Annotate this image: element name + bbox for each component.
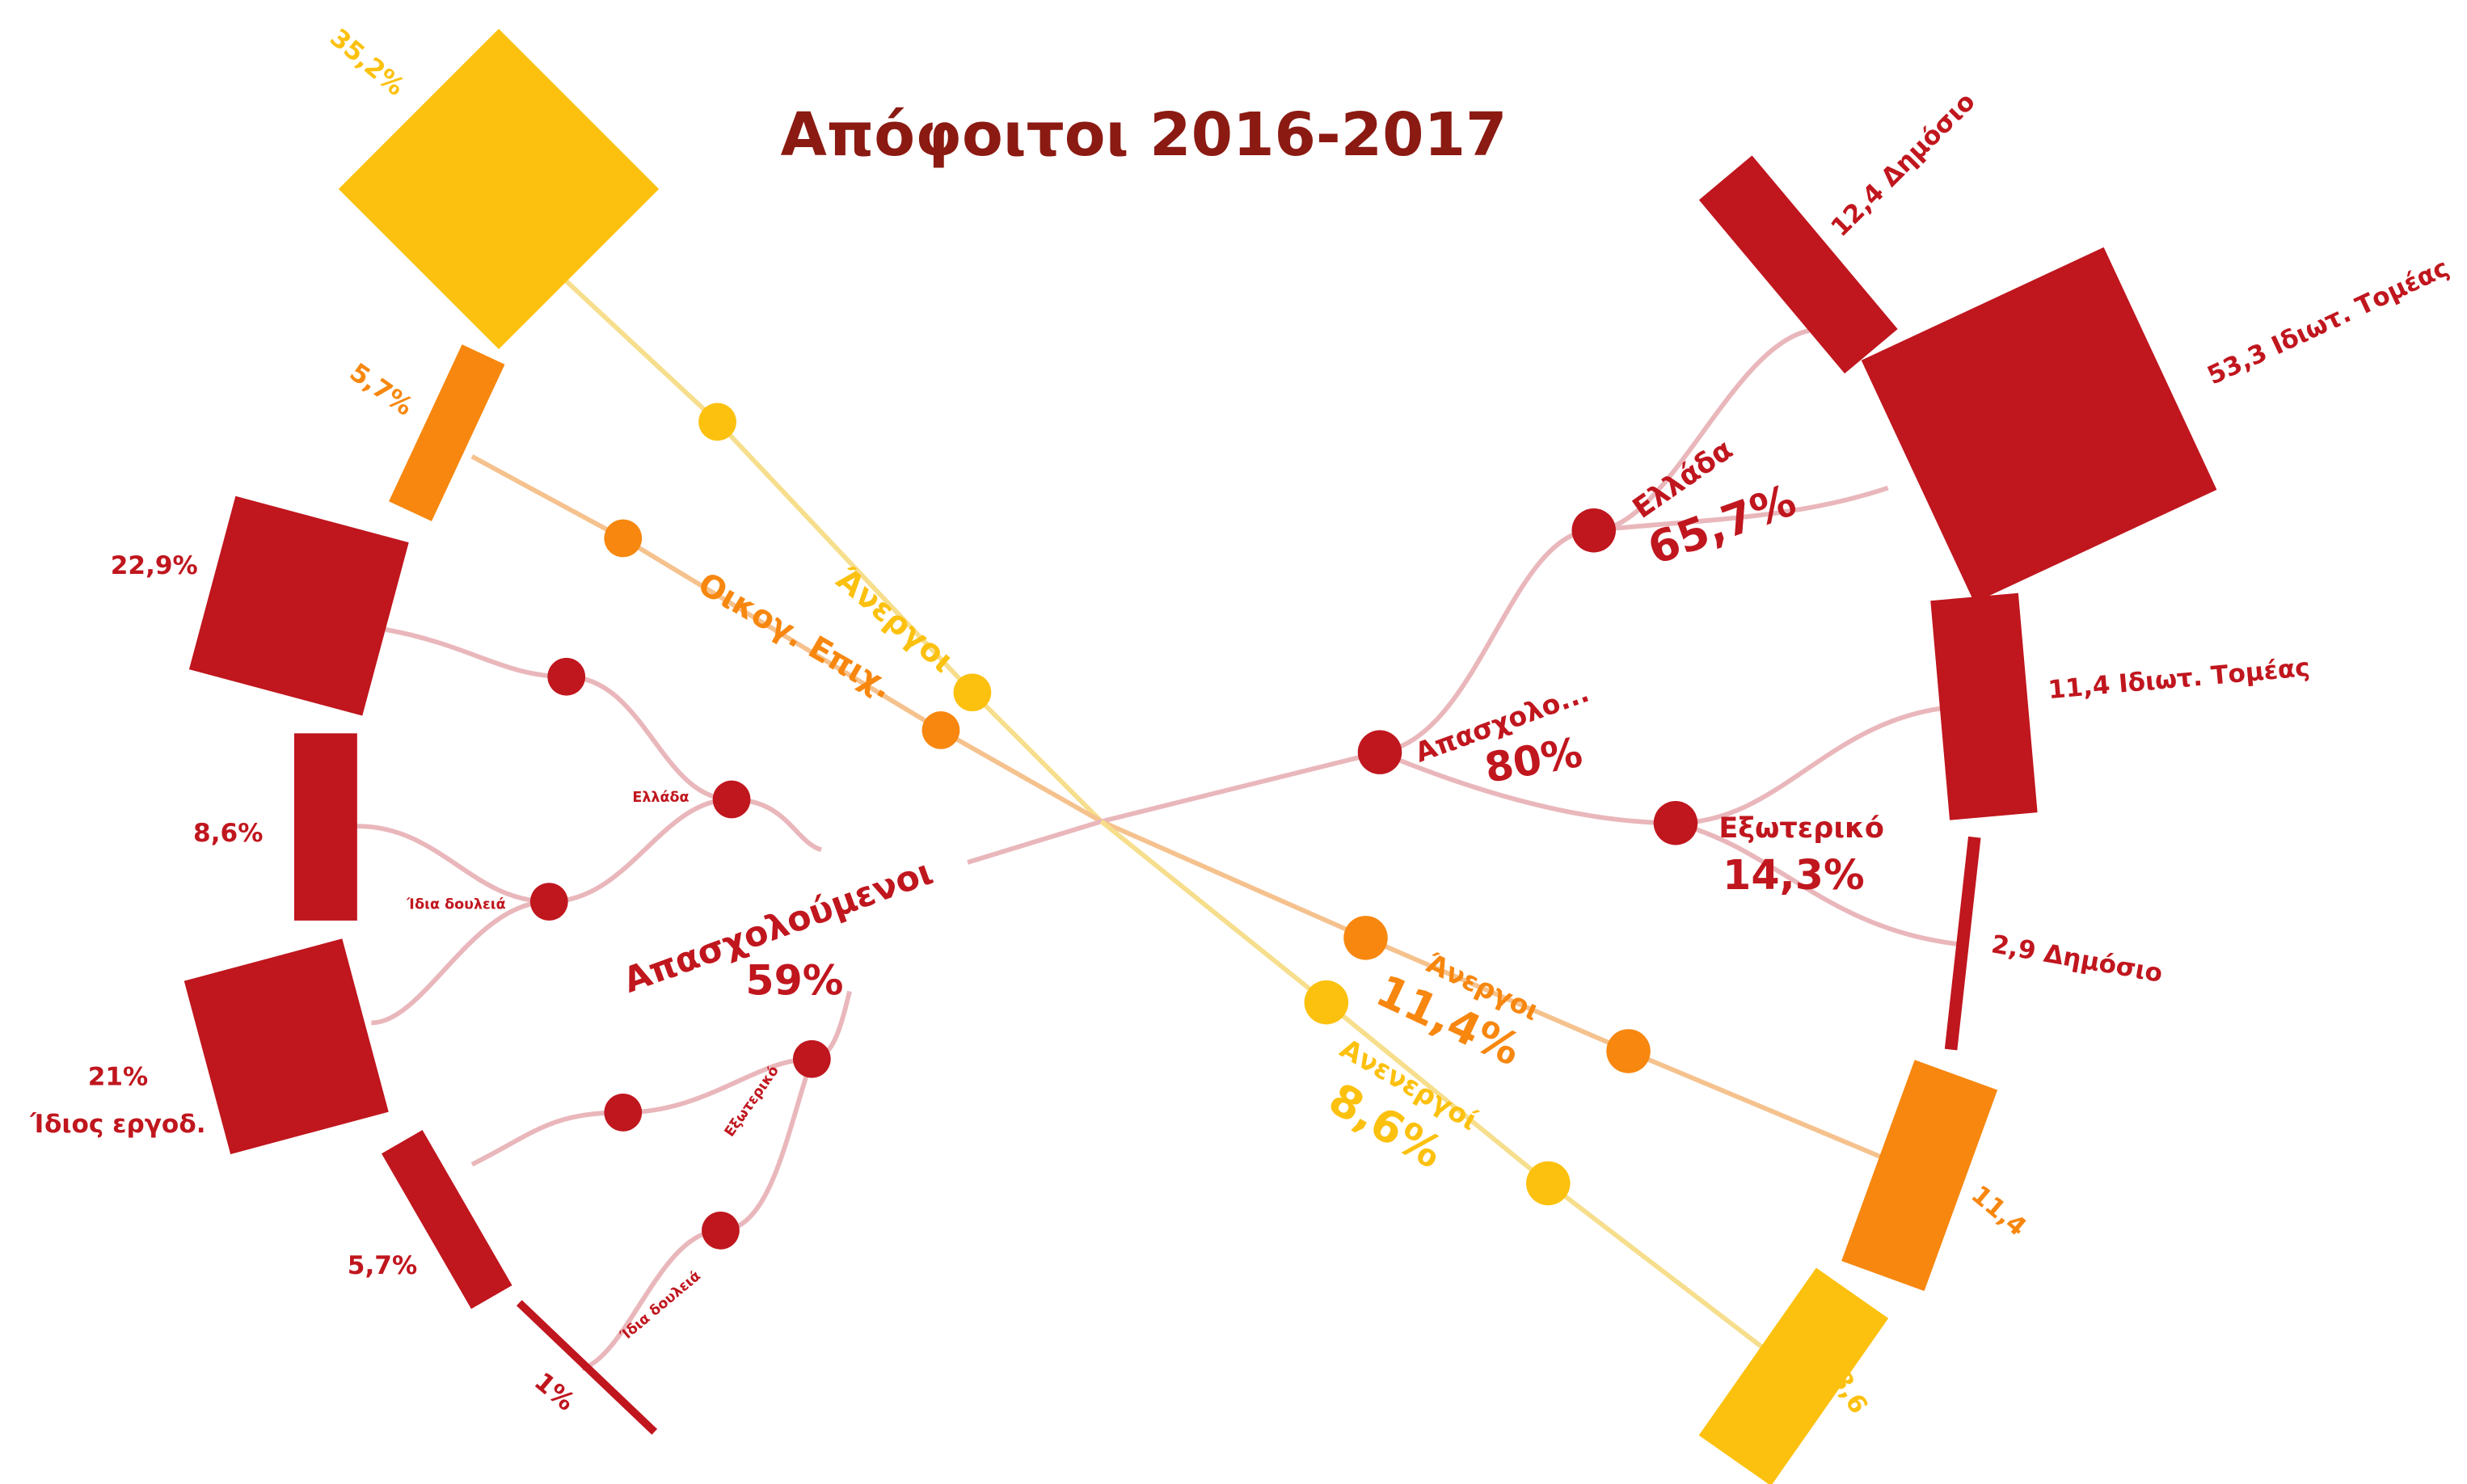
label: 59% [745, 956, 843, 1004]
label: 12,4 Δημόσιο [1825, 87, 1980, 242]
label: 11,4 [1966, 1180, 2032, 1242]
dots [529, 403, 1698, 1250]
label: Ίδιος εργοδ. [29, 1110, 205, 1139]
label: 14,3% [1723, 851, 1865, 899]
label: Ίδια δουλειά [617, 1268, 703, 1345]
label: 2,9 Δημόσιο [1989, 930, 2165, 989]
label: 22,9% [111, 551, 198, 580]
label: Εξωτερικό [1718, 812, 1884, 845]
label: 11,4 Ιδιωτ. Τομέας [2047, 653, 2311, 705]
label: Ελλάδα [632, 790, 689, 806]
label: 5,7% [344, 358, 418, 422]
title: Απόφοιτοι 2016-2017 [781, 100, 1508, 170]
label: 53,3 Ιδιωτ. Τομέας [2203, 253, 2453, 390]
label: 5,7% [348, 1251, 417, 1280]
connectors [356, 250, 1959, 1372]
boxes [183, 28, 2217, 1484]
label: 21% [88, 1063, 149, 1092]
label: Ίδια δουλειά [406, 896, 505, 913]
label: 8,6% [193, 819, 263, 848]
label: 1% [529, 1367, 580, 1417]
label: 35,2% [324, 23, 410, 102]
